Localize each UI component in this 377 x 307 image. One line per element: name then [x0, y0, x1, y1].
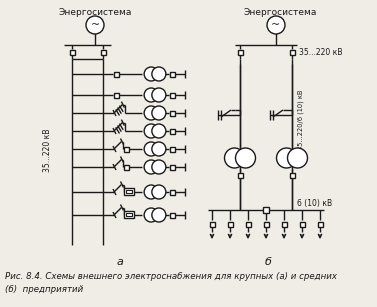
Circle shape [152, 160, 166, 174]
Text: 35...220 кВ: 35...220 кВ [299, 48, 342, 57]
Text: ~: ~ [271, 20, 280, 30]
Bar [170, 146, 175, 151]
Circle shape [152, 67, 166, 81]
Text: б: б [265, 257, 271, 267]
Bar [210, 221, 215, 227]
Bar [290, 49, 294, 55]
Bar [69, 49, 75, 55]
Text: 35...220/6 (10) кВ: 35...220/6 (10) кВ [297, 90, 303, 150]
Circle shape [152, 106, 166, 120]
Bar [170, 212, 175, 217]
Bar [113, 92, 118, 98]
Bar [238, 49, 242, 55]
Circle shape [152, 142, 166, 156]
Bar [299, 221, 305, 227]
Circle shape [276, 148, 296, 168]
Bar [263, 207, 269, 213]
Bar [170, 189, 175, 195]
Text: (б)  предприятий: (б) предприятий [5, 285, 83, 294]
Text: Рис. 8.4. Схемы внешнего электроснабжения для крупных (а) и средних: Рис. 8.4. Схемы внешнего электроснабжени… [5, 272, 337, 281]
Circle shape [144, 185, 158, 199]
Circle shape [152, 88, 166, 102]
Bar [170, 72, 175, 76]
Text: а: а [116, 257, 123, 267]
Circle shape [236, 148, 256, 168]
Bar [124, 188, 134, 195]
Bar [170, 111, 175, 115]
Bar [126, 190, 132, 193]
Bar [113, 72, 118, 76]
Bar [282, 221, 287, 227]
Circle shape [144, 160, 158, 174]
Bar [124, 211, 134, 218]
Bar [170, 92, 175, 98]
Bar [317, 221, 322, 227]
Circle shape [144, 124, 158, 138]
Text: 35...220 кВ: 35...220 кВ [43, 128, 52, 172]
Bar [238, 173, 242, 177]
Bar [245, 221, 250, 227]
Text: Энергосистема: Энергосистема [58, 8, 132, 17]
Circle shape [224, 148, 245, 168]
Bar [170, 129, 175, 134]
Text: ~: ~ [90, 20, 100, 30]
Circle shape [144, 208, 158, 222]
Circle shape [152, 124, 166, 138]
Circle shape [144, 88, 158, 102]
Text: 6 (10) кВ: 6 (10) кВ [297, 199, 332, 208]
Bar [264, 221, 268, 227]
Circle shape [152, 208, 166, 222]
Bar [126, 213, 132, 216]
Circle shape [267, 16, 285, 34]
Circle shape [288, 148, 308, 168]
Bar [124, 146, 129, 151]
Bar [101, 49, 106, 55]
Bar [124, 165, 129, 169]
Circle shape [86, 16, 104, 34]
Bar [290, 173, 294, 177]
Text: Энергосистема: Энергосистема [243, 8, 317, 17]
Bar [170, 165, 175, 169]
Circle shape [144, 106, 158, 120]
Circle shape [152, 185, 166, 199]
Circle shape [144, 67, 158, 81]
Circle shape [144, 142, 158, 156]
Bar [227, 221, 233, 227]
